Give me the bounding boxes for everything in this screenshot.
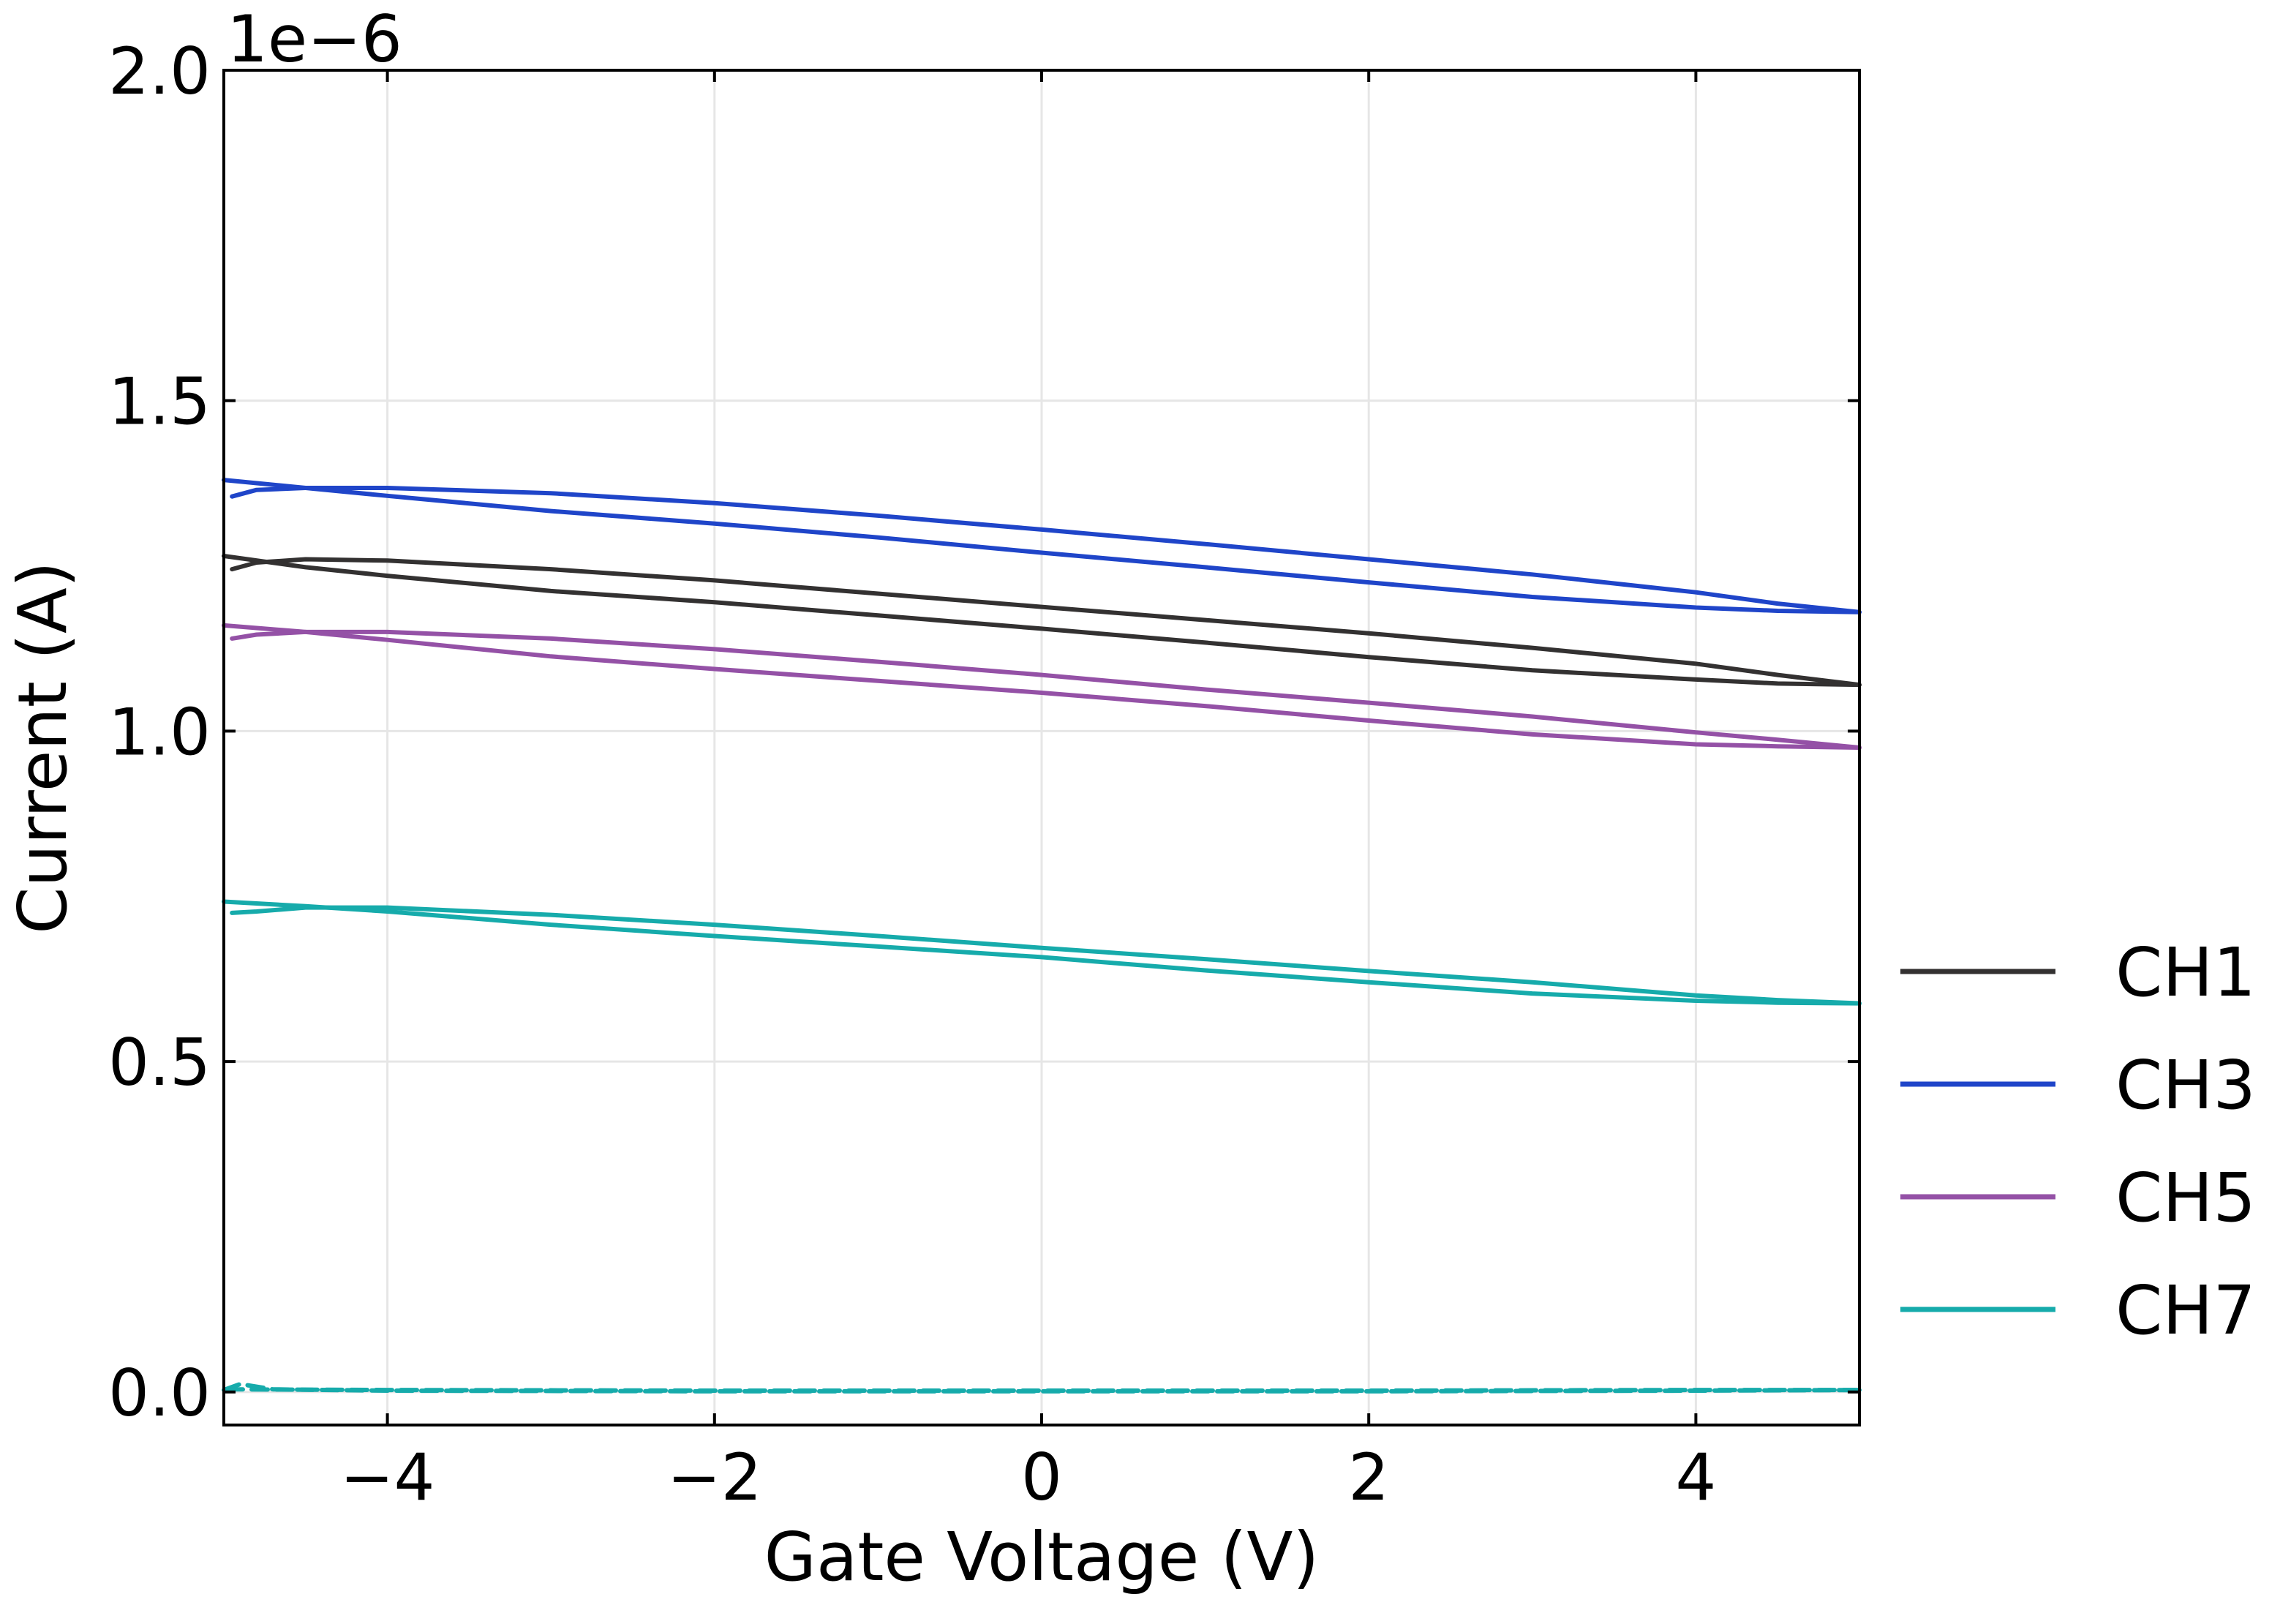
legend-label-ch3: CH3 bbox=[2115, 1046, 2256, 1124]
series-ch7 bbox=[222, 899, 1862, 1006]
plot-series bbox=[222, 478, 1862, 1394]
legend-label-ch7: CH7 bbox=[2115, 1271, 2256, 1350]
y-tick-label: 2.0 bbox=[108, 34, 211, 109]
x-axis-label: Gate Voltage (V) bbox=[764, 1518, 1320, 1596]
series-ch5 bbox=[222, 623, 1862, 750]
series-line-ch5-reverse bbox=[222, 623, 1862, 750]
y-tick-label: 1.0 bbox=[108, 694, 211, 770]
legend-label-ch1: CH1 bbox=[2115, 933, 2256, 1012]
x-tick-label: 0 bbox=[1021, 1440, 1062, 1515]
legend: CH1 CH3 CH5 CH7 bbox=[1900, 933, 2256, 1350]
y-tick-label: 0.0 bbox=[108, 1356, 211, 1431]
x-tick-label: −4 bbox=[340, 1440, 435, 1515]
legend-label-ch5: CH5 bbox=[2115, 1159, 2256, 1237]
x-tick-label: 2 bbox=[1348, 1440, 1389, 1515]
y-offset-label: 1e−6 bbox=[227, 1, 402, 77]
x-tick-label: −2 bbox=[667, 1440, 762, 1515]
series-ch3 bbox=[222, 478, 1862, 614]
axis-ticks: −4 −2 0 2 4 0.0 0.5 1.0 1.5 2.0 bbox=[108, 34, 1859, 1515]
series-line-ch3-forward bbox=[230, 486, 1862, 614]
series-unlabeled-dashed bbox=[222, 1382, 1862, 1394]
series-line-ch1-reverse bbox=[222, 554, 1862, 688]
y-tick-label: 0.5 bbox=[108, 1025, 211, 1100]
series-ch1 bbox=[222, 554, 1862, 688]
gridlines bbox=[224, 69, 1859, 1425]
y-axis-label: Current (A) bbox=[4, 561, 82, 934]
series-line-ch7-reverse bbox=[222, 899, 1862, 1006]
series-line-ch3-reverse bbox=[222, 478, 1862, 614]
y-tick-label: 1.5 bbox=[108, 364, 211, 440]
series-line-ch1-forward bbox=[230, 557, 1862, 688]
x-tick-label: 4 bbox=[1675, 1440, 1716, 1515]
series-line-unlabeled-forward bbox=[222, 1382, 1862, 1394]
series-line-unlabeled-reverse bbox=[222, 1387, 1862, 1393]
